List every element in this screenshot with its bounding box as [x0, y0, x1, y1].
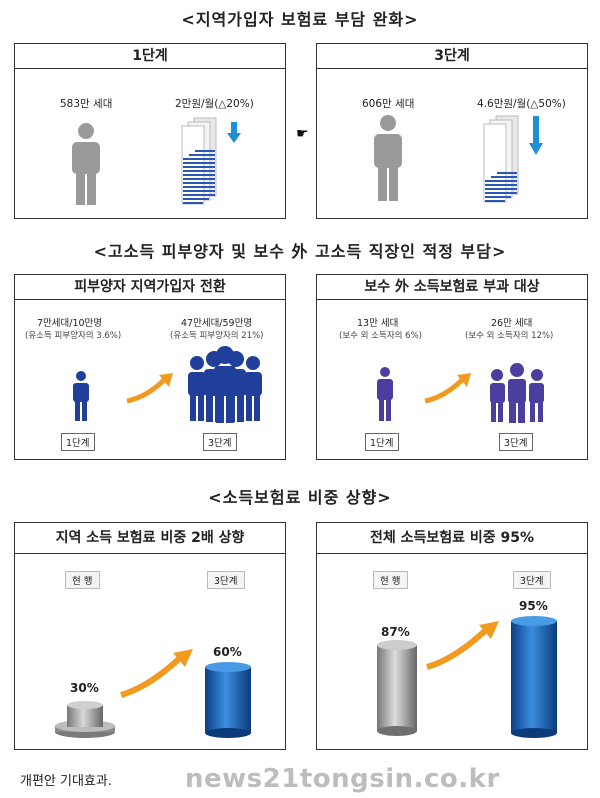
stage3-note: (유소득 피부양자의 21%) — [170, 331, 264, 341]
stage3-label: 3단계 — [499, 433, 533, 451]
person-icon — [73, 371, 89, 421]
panel-title: 전체 소득보험료 비중 95% — [317, 523, 587, 554]
down-arrow-icon — [227, 122, 241, 143]
stage3-cylinder — [205, 662, 251, 738]
stage1-value: 13만 세대 — [357, 318, 399, 329]
increase-arrow-icon — [126, 373, 173, 404]
panel-title: 피부양자 지역가입자 전환 — [15, 275, 285, 300]
stage1-note: (보수 외 소득자의 6%) — [339, 331, 422, 341]
stage3-cylinder — [511, 616, 557, 738]
household-count: 583만 세대 — [60, 98, 113, 110]
current-cylinder — [377, 640, 417, 736]
increase-arrow-icon — [426, 621, 499, 670]
figure-caption: 개편안 기대효과. — [20, 774, 112, 789]
total-income-share-panel: 전체 소득보험료 비중 95% 현 행 3단계 87% 95% — [316, 522, 588, 750]
stage3-value-label: 95% — [519, 599, 548, 613]
premium-value: 4.6만원/월(△50%) — [477, 98, 566, 110]
panel-title: 지역 소득 보험료 비중 2배 상향 — [15, 523, 285, 554]
watermark: news21tongsin.co.kr — [185, 764, 500, 794]
increase-arrow-icon — [120, 649, 193, 698]
stage3-value: 26만 세대 — [491, 318, 533, 329]
section2-heading: <고소득 피부양자 및 보수 外 고소득 직장인 적정 부담> — [93, 242, 507, 261]
current-label: 현 행 — [65, 571, 100, 589]
group-icon — [490, 363, 544, 423]
stage3-note: (보수 외 소득자의 12%) — [465, 331, 554, 341]
regional-income-share-panel: 지역 소득 보험료 비중 2배 상향 현 행 3단계 30% 60% — [14, 522, 286, 750]
increase-arrow-icon — [424, 373, 471, 404]
dependent-conversion-panel: 피부양자 지역가입자 전환 7만세대/10만명 (유소득 피부양자의 3.6%)… — [14, 274, 286, 460]
stage1-panel: 1단계 583만 세대 2만원/월(△20%) — [14, 43, 286, 219]
non-wage-income-panel: 보수 外 소득보험료 부과 대상 13만 세대 (보수 외 소득자의 6%) 2… — [316, 274, 588, 460]
stage3-label: 3단계 — [207, 571, 245, 589]
current-label: 현 행 — [373, 571, 408, 589]
stage3-label: 3단계 — [513, 571, 551, 589]
stage1-label: 1단계 — [61, 433, 95, 451]
stage1-value: 7만세대/10만명 — [37, 318, 103, 329]
pointing-hand-icon: ☛ — [296, 126, 309, 142]
person-icon — [377, 367, 393, 421]
down-arrow-icon — [529, 116, 543, 155]
current-value-label: 30% — [70, 681, 99, 695]
stage3-value: 47만세대/59만명 — [181, 318, 253, 329]
section3-heading: <소득보험료 비중 상향> — [208, 488, 392, 507]
panel-title: 보수 外 소득보험료 부과 대상 — [317, 275, 587, 300]
premium-value: 2만원/월(△20%) — [175, 98, 254, 110]
current-value-label: 87% — [381, 625, 410, 639]
person-icon — [374, 115, 402, 201]
stage3-panel: 3단계 606만 세대 4.6만원/월(△50%) — [316, 43, 588, 219]
stage3-label: 3단계 — [203, 433, 237, 451]
stage3-value-label: 60% — [213, 645, 242, 659]
panel-title: 3단계 — [317, 44, 587, 69]
stage1-label: 1단계 — [365, 433, 399, 451]
panel-title: 1단계 — [15, 44, 285, 69]
current-cylinder — [55, 701, 115, 738]
person-icon — [72, 123, 100, 205]
group-icon — [188, 346, 262, 423]
section1-heading: <지역가입자 보험료 부담 완화> — [181, 10, 419, 29]
household-count: 606만 세대 — [362, 98, 415, 110]
money-stack-icon — [483, 115, 519, 203]
money-stack-icon — [181, 117, 217, 205]
stage1-note: (유소득 피부양자의 3.6%) — [25, 331, 122, 341]
